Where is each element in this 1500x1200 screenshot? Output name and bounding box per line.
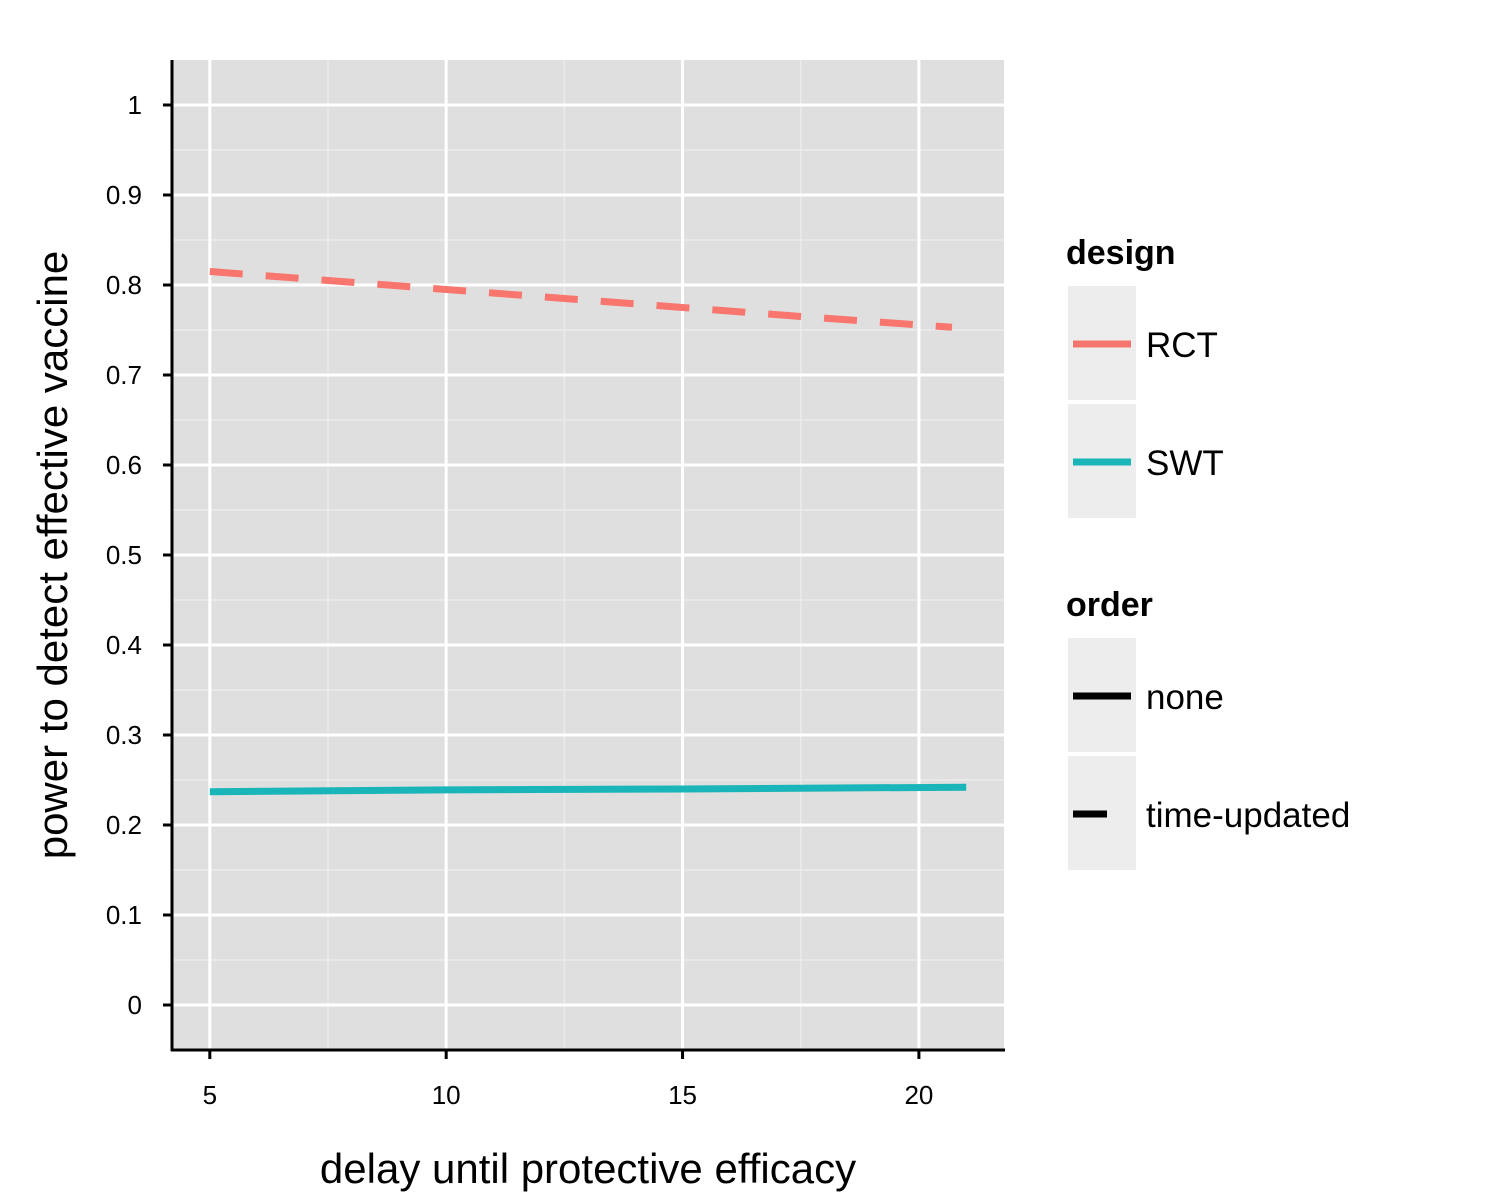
y-tick-label: 0.7: [106, 360, 142, 390]
y-tick-label: 1: [128, 90, 142, 120]
legend-label-rct: RCT: [1146, 326, 1218, 365]
y-tick-label: 0.2: [106, 810, 142, 840]
series-line-swt: [209, 783, 967, 796]
x-tick-label: 10: [432, 1080, 461, 1110]
legend-label-swt: SWT: [1146, 444, 1224, 483]
grid-major: [172, 60, 1004, 1050]
y-tick-label: 0.6: [106, 450, 142, 480]
x-tick-label: 20: [904, 1080, 933, 1110]
y-tick-label: 0.4: [106, 630, 142, 660]
legend-title-order: order: [1066, 586, 1153, 624]
x-tick-label: 5: [203, 1080, 217, 1110]
y-axis: 0 0.1 0.2 0.3 0.4 0.5 0.6 0.7 0.8 0.9 1: [106, 90, 172, 1020]
y-tick-label: 0.1: [106, 900, 142, 930]
legend-label-none: none: [1146, 678, 1224, 717]
series-line-rct: [209, 268, 953, 331]
legend-label-time-updated: time-updated: [1146, 796, 1350, 835]
series-layer: [209, 268, 967, 796]
y-tick-label: 0: [128, 990, 142, 1020]
y-tick-label: 0.3: [106, 720, 142, 750]
y-axis-title: power to detect effective vaccine: [29, 251, 76, 860]
x-axis-title: delay until protective efficacy: [320, 1145, 856, 1192]
x-axis: 5 10 15 20: [203, 1050, 933, 1110]
legend-title-design: design: [1066, 234, 1176, 272]
legend: design RCT SWT order none time-updated: [1066, 234, 1350, 870]
x-tick-label: 15: [668, 1080, 697, 1110]
y-tick-label: 0.8: [106, 270, 142, 300]
y-tick-label: 0.9: [106, 180, 142, 210]
y-tick-label: 0.5: [106, 540, 142, 570]
